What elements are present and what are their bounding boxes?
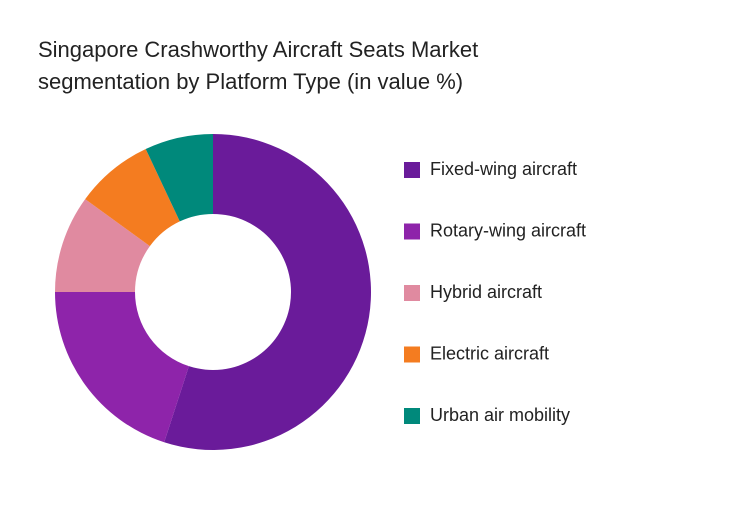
legend-label: Hybrid aircraft — [430, 282, 542, 302]
donut-slice — [55, 292, 189, 443]
legend-swatch — [404, 223, 420, 240]
legend-swatch — [404, 285, 420, 301]
legend-swatch — [404, 162, 420, 178]
legend-label: Rotary-wing aircraft — [430, 220, 586, 240]
legend-swatch — [404, 346, 420, 363]
legend-label: Fixed-wing aircraft — [430, 159, 577, 179]
donut-slice — [145, 134, 213, 222]
donut-slice — [85, 149, 180, 247]
chart-title: Singapore Crashworthy Aircraft Seats Mar… — [38, 37, 479, 94]
legend-swatch — [404, 408, 420, 424]
legend-label: Urban air mobility — [430, 405, 570, 425]
donut-slice — [164, 134, 371, 450]
legend-label: Electric aircraft — [430, 343, 549, 363]
donut-slice — [55, 199, 150, 292]
